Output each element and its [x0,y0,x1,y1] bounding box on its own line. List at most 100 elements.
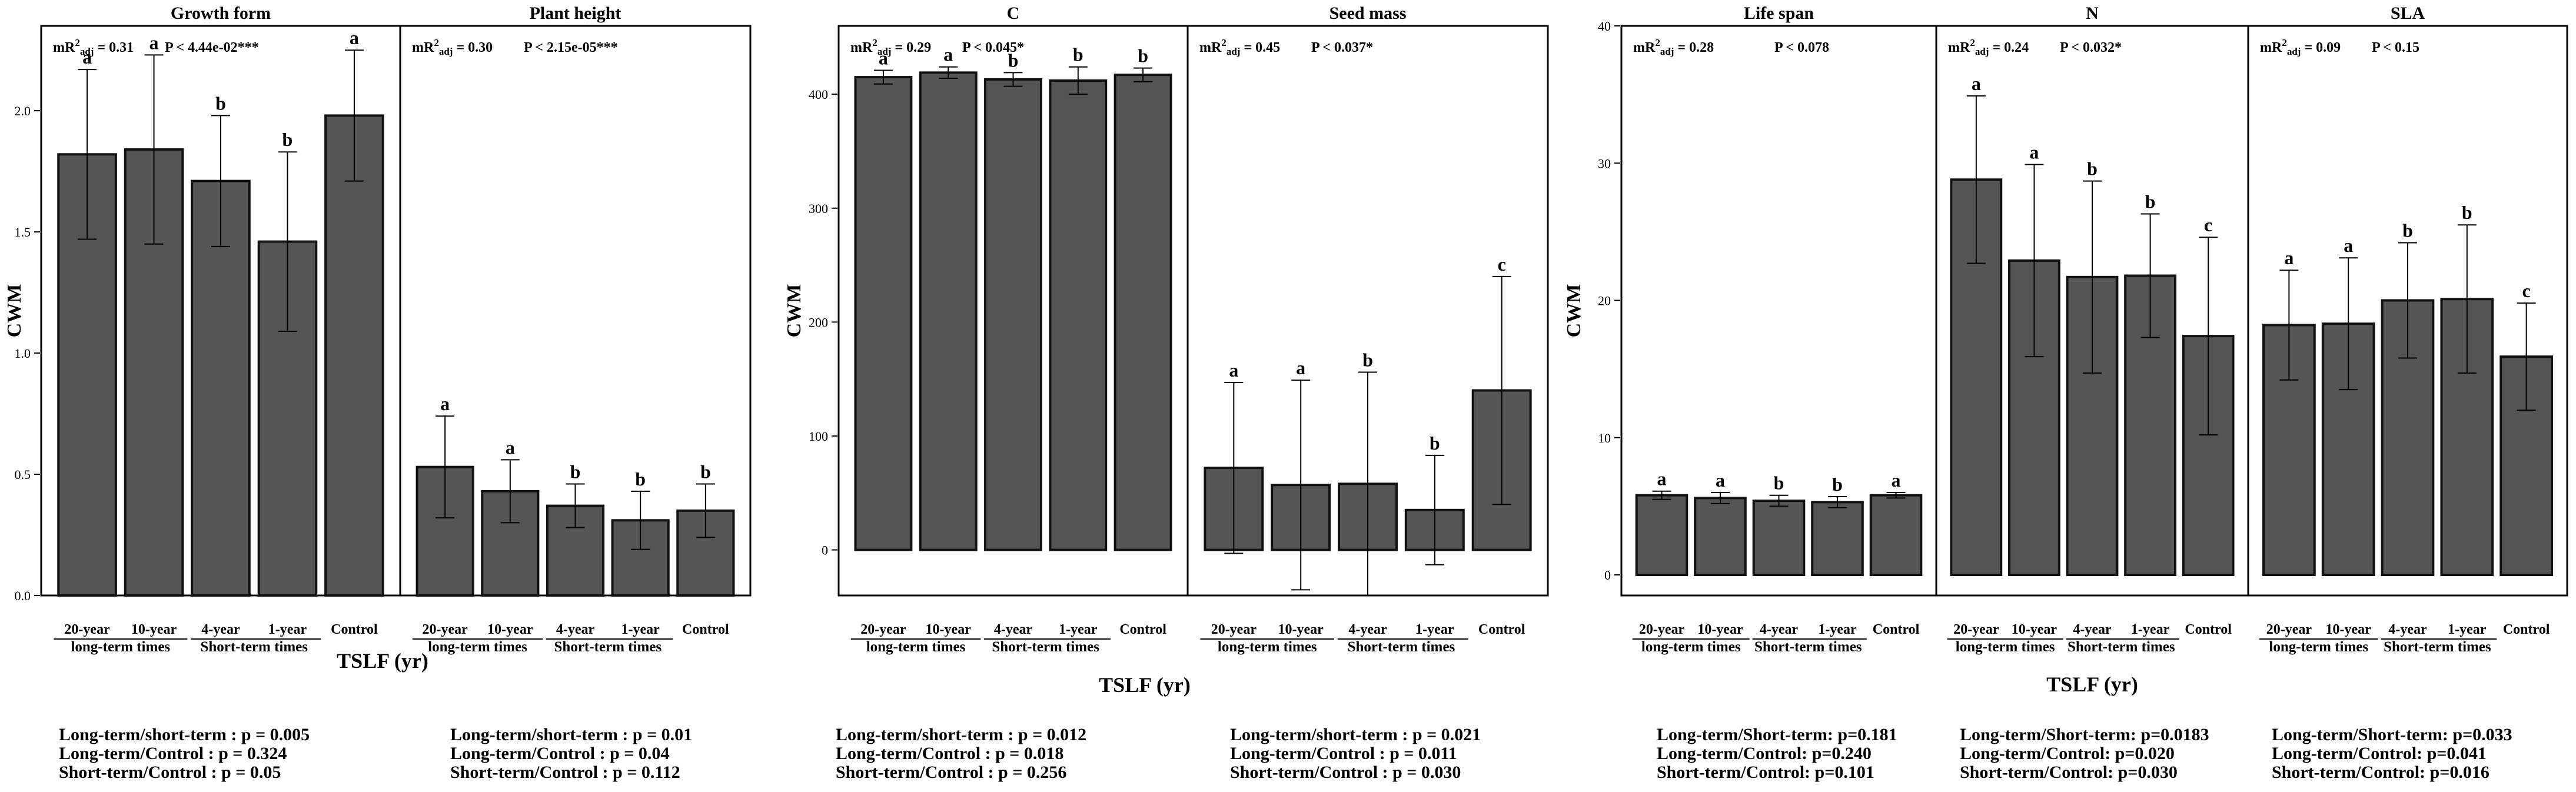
y-tick-label: 1.5 [15,225,31,239]
bar [1811,501,1864,577]
group-label-short-term: Short-term times [2384,639,2491,655]
y-tick-label: 0 [822,543,828,558]
x-tick-label: 10-year [2326,622,2372,637]
x-tick-label: 4-year [1348,622,1387,637]
significance-letter: a [2029,142,2039,163]
bar [1694,497,1747,577]
pvalue-line: Long-term/short-term : p = 0.01 [450,725,692,744]
pvalue-line: Short-term/Control : p = 0.05 [59,763,281,782]
y-tick-label: 400 [809,87,828,102]
panel-frame [2247,25,2568,597]
x-tick-label: 1-year [2448,622,2487,637]
significance-letter: a [82,46,92,68]
x-tick-label: 4-year [994,622,1033,637]
x-tick-label: 4-year [556,622,595,637]
group-label-long-term: long-term times [1641,639,1741,655]
stat-r2: mR2adj = 0.29 [850,37,931,57]
x-tick-label: 4-year [2073,622,2112,637]
x-axis-label: TSLF (yr) [2046,673,2138,696]
bar [984,78,1042,551]
y-tick-label: 300 [809,201,828,216]
bar [546,504,605,597]
x-axis-label: TSLF (yr) [1099,673,1191,697]
pvalue-line: Long-term/Short-term: p=0.033 [2272,725,2512,744]
significance-letter: a [1892,470,1901,491]
y-tick-label: 200 [809,315,828,330]
pvalue-line: Long-term/short-term : p = 0.021 [1230,725,1481,744]
stat-r2: mR2adj = 0.45 [1199,37,1280,57]
y-axis-label: CWM [1563,284,1585,338]
pvalue-line: Short-term/Control : p = 0.030 [1230,763,1461,782]
x-tick-label: Control [2185,622,2232,637]
pvalue-line: Short-term/Control: p=0.016 [2272,763,2489,782]
group-label-short-term: Short-term times [1348,639,1455,655]
x-tick-label: 20-year [2266,622,2312,637]
bar [854,76,913,551]
significance-letter: c [2522,280,2531,301]
bar [1752,500,1806,577]
y-tick-label: 30 [1598,156,1611,171]
panel-title: N [2086,4,2099,23]
significance-letter: b [570,461,581,482]
significance-letter: a [2284,247,2294,268]
significance-letter: b [2145,191,2156,212]
significance-letter: a [879,48,888,69]
panel-title: C [1007,4,1020,23]
significance-letter: a [1229,360,1238,381]
x-tick-label: 1-year [1059,622,1098,637]
pvalue-line: Long-term/Control : p = 0.324 [59,744,287,763]
significance-letter: b [2462,202,2472,223]
x-tick-label: 4-year [1760,622,1799,637]
x-tick-label: 20-year [423,622,468,637]
significance-letter: c [1498,254,1506,275]
group-label-short-term: Short-term times [992,639,1099,655]
group-label-long-term: long-term times [428,639,527,655]
x-tick-label: 1-year [1818,622,1857,637]
bar [1635,494,1688,577]
group-label-long-term: long-term times [2269,639,2368,655]
x-tick-label: Control [2503,622,2550,637]
x-tick-label: 1-year [621,622,660,637]
stat-p: P < 0.037* [1311,40,1373,55]
significance-letter: a [1716,470,1725,491]
group-label-short-term: Short-term times [200,639,308,655]
group-label-short-term: Short-term times [2068,639,2175,655]
y-axis-label: CWM [4,284,25,338]
significance-letter: a [2344,235,2353,256]
significance-letter: b [1138,45,1148,66]
group-label-short-term: Short-term times [1754,639,1862,655]
x-tick-label: Control [1478,622,1525,637]
y-tick-label: 20 [1598,294,1611,308]
pvalue-line: Short-term/Control: p=0.030 [1960,763,2178,782]
stat-p: P < 0.15 [2372,40,2419,55]
x-tick-label: Control [331,622,378,637]
x-tick-label: 4-year [2388,622,2427,637]
significance-letter: b [282,129,293,150]
pvalue-line: Long-term/short-term : p = 0.005 [59,725,310,744]
stat-r2: mR2adj = 0.24 [1948,37,2029,57]
stat-p: P < 0.045* [962,40,1024,55]
panel-title: Plant height [530,4,621,23]
x-tick-label: 20-year [1953,622,1999,637]
group-label-long-term: long-term times [866,639,966,655]
stat-r2: mR2adj = 0.28 [1633,37,1714,57]
x-tick-label: 4-year [201,622,240,637]
y-tick-label: 2.0 [15,104,31,118]
pvalue-line: Long-term/Short-term: p=0.181 [1657,725,1897,744]
significance-letter: a [440,393,450,414]
group-label-long-term: long-term times [1218,639,1317,655]
pvalue-line: Long-term/Short-term: p=0.0183 [1960,725,2209,744]
stat-p: P < 0.078 [1774,40,1829,55]
significance-letter: a [1657,468,1666,490]
bar [1869,494,1923,577]
pvalue-line: Short-term/Control: p=0.101 [1657,763,1874,782]
x-tick-label: 20-year [1639,622,1685,637]
x-tick-label: Control [682,622,729,637]
significance-letter: a [506,437,515,458]
pvalue-line: Long-term/Control: p=0.240 [1657,744,1872,763]
panel-title: Growth form [171,4,271,23]
pvalue-line: Long-term/Control: p=0.041 [2272,744,2487,763]
group-label-short-term: Short-term times [554,639,662,655]
significance-letter: a [350,27,359,48]
